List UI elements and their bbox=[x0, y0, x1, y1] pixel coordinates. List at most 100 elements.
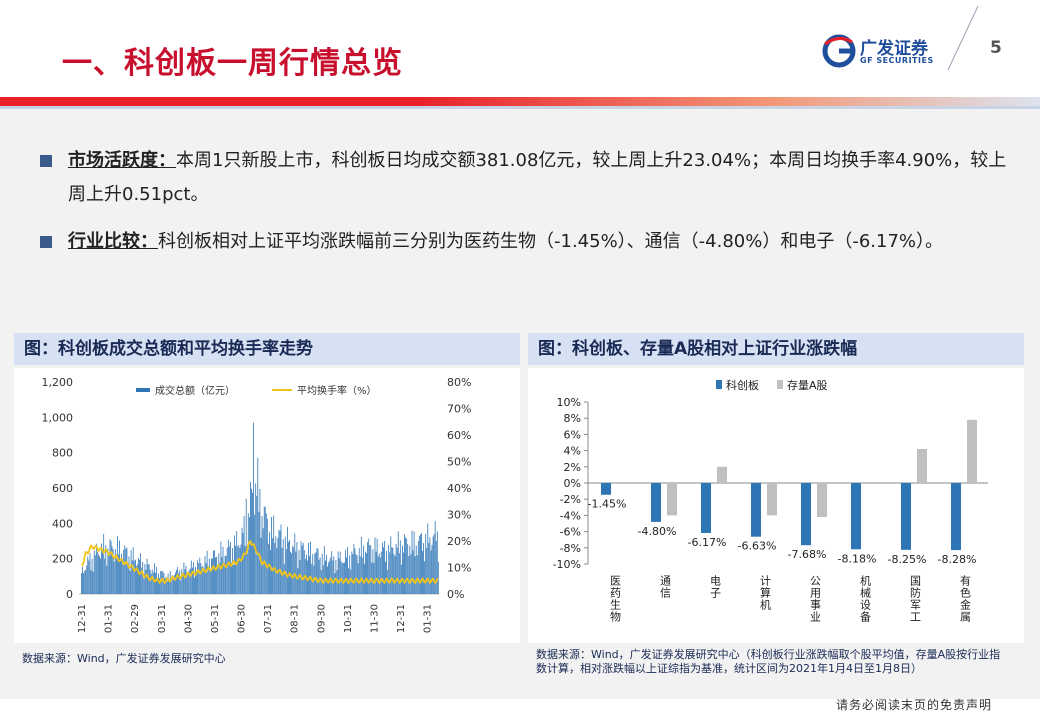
turnover-bar bbox=[175, 572, 176, 594]
a-share-bar bbox=[917, 448, 927, 483]
turnover-bar bbox=[405, 537, 406, 594]
turnover-bar bbox=[386, 551, 387, 594]
turnover-bar bbox=[271, 517, 272, 594]
turnover-bar bbox=[203, 568, 205, 594]
turnover-bar bbox=[205, 563, 207, 594]
bullet-text: 本周1只新股上市，科创板日均成交额381.08亿元，较上周上升23.04%；本周… bbox=[68, 150, 1007, 205]
x-tick-label: 04-30 bbox=[183, 604, 194, 633]
header-red-bar bbox=[0, 97, 1040, 106]
a-share-bar bbox=[967, 419, 977, 483]
turnover-bar bbox=[118, 554, 119, 594]
turnover-bar bbox=[195, 567, 196, 594]
turnover-bar bbox=[133, 560, 135, 594]
turnover-bar bbox=[89, 553, 91, 594]
turnover-bar bbox=[126, 547, 128, 594]
turnover-bar bbox=[299, 560, 301, 594]
turnover-bar bbox=[269, 532, 270, 594]
turnover-bar bbox=[125, 548, 127, 594]
turnover-bar bbox=[83, 573, 84, 594]
x-tick-label: 01-31 bbox=[423, 604, 434, 633]
turnover-bar bbox=[427, 523, 429, 594]
legend-star-label: 科创板 bbox=[726, 378, 759, 392]
x-tick-label: 08-31 bbox=[290, 604, 301, 633]
turnover-bar bbox=[302, 542, 304, 594]
x-tick-label: 01-31 bbox=[104, 604, 115, 633]
turnover-bar bbox=[149, 569, 151, 594]
turnover-bar bbox=[374, 537, 376, 594]
y-right-tick-label: 60% bbox=[447, 429, 471, 442]
turnover-bar bbox=[423, 543, 424, 594]
turnover-bar bbox=[129, 570, 131, 594]
turnover-bar bbox=[281, 547, 283, 594]
turnover-bar bbox=[127, 564, 129, 594]
turnover-bar bbox=[325, 560, 326, 594]
turnover-bar bbox=[402, 545, 403, 594]
turnover-bar bbox=[169, 571, 171, 594]
turnover-bar bbox=[332, 560, 334, 594]
turnover-bar bbox=[388, 544, 390, 594]
turnover-bar bbox=[264, 506, 266, 594]
turnover-bar bbox=[142, 562, 144, 594]
turnover-bar bbox=[151, 569, 153, 594]
turnover-bar bbox=[335, 560, 337, 594]
turnover-bar bbox=[424, 561, 425, 594]
turnover-bar bbox=[209, 571, 211, 594]
right-chart-source: 数据来源：Wind，广发证券发展研究中心（科创板行业涨跌幅取个股平均值，存量A股… bbox=[536, 648, 1001, 675]
x-tick-label: 10-31 bbox=[343, 604, 354, 633]
turnover-bar bbox=[137, 564, 138, 594]
turnover-bar bbox=[246, 553, 248, 594]
turnover-bar bbox=[157, 579, 158, 594]
turnover-bar bbox=[263, 506, 265, 594]
turnover-bar bbox=[282, 539, 284, 594]
turnover-bar bbox=[367, 542, 368, 594]
category-label: 电子 bbox=[709, 575, 722, 599]
turnover-bar bbox=[310, 541, 311, 594]
turnover-bar bbox=[185, 565, 187, 594]
turnover-bar bbox=[361, 557, 363, 594]
turnover-bar bbox=[344, 562, 345, 594]
turnover-bar bbox=[190, 560, 192, 594]
a-share-bar bbox=[767, 483, 777, 516]
turnover-bar bbox=[217, 568, 219, 594]
turnover-bar bbox=[179, 570, 181, 594]
turnover-bar bbox=[275, 536, 277, 594]
turnover-bar bbox=[256, 495, 258, 594]
turnover-bar bbox=[242, 532, 244, 594]
star-market-bar bbox=[701, 483, 711, 533]
y-right-tick-label: 20% bbox=[447, 535, 471, 548]
turnover-bar bbox=[95, 543, 97, 594]
y-tick-label: -2% bbox=[560, 493, 581, 506]
turnover-bar bbox=[189, 568, 191, 594]
turnover-bar bbox=[240, 544, 242, 594]
turnover-bar bbox=[385, 561, 386, 594]
turnover-bar bbox=[373, 562, 375, 594]
turnover-bar bbox=[394, 556, 396, 594]
turnover-bar bbox=[382, 542, 383, 594]
y-right-tick-label: 50% bbox=[447, 456, 471, 469]
y-right-tick-label: 10% bbox=[447, 562, 471, 575]
bullet-heading: 市场活跃度： bbox=[68, 150, 176, 171]
turnover-bar bbox=[128, 556, 130, 594]
turnover-bar bbox=[317, 548, 319, 594]
turnover-bar bbox=[278, 529, 280, 594]
turnover-bar bbox=[131, 560, 133, 594]
turnover-bar bbox=[370, 545, 372, 594]
turnover-bar bbox=[272, 538, 273, 594]
turnover-bar bbox=[215, 557, 216, 594]
y-left-tick-label: 400 bbox=[52, 517, 73, 530]
turnover-bar bbox=[213, 550, 214, 594]
turnover-bar bbox=[329, 560, 330, 594]
data-label: -8.25% bbox=[888, 553, 927, 566]
turnover-bar bbox=[257, 457, 259, 594]
turnover-bar bbox=[421, 533, 422, 594]
turnover-bar bbox=[368, 538, 370, 594]
legend-line-label: 平均换手率（%） bbox=[297, 384, 377, 397]
category-label: 通信 bbox=[659, 575, 672, 599]
turnover-bar bbox=[214, 550, 215, 594]
turnover-bar bbox=[244, 546, 246, 594]
turnover-bar bbox=[407, 544, 409, 594]
turnover-bar bbox=[409, 545, 411, 594]
header-divider-slash bbox=[947, 5, 979, 71]
bullet-text: 科创板相对上证平均涨跌幅前三分别为医药生物（-1.45%）、通信（-4.80%）… bbox=[158, 231, 944, 252]
y-left-tick-label: 1,000 bbox=[42, 411, 74, 424]
